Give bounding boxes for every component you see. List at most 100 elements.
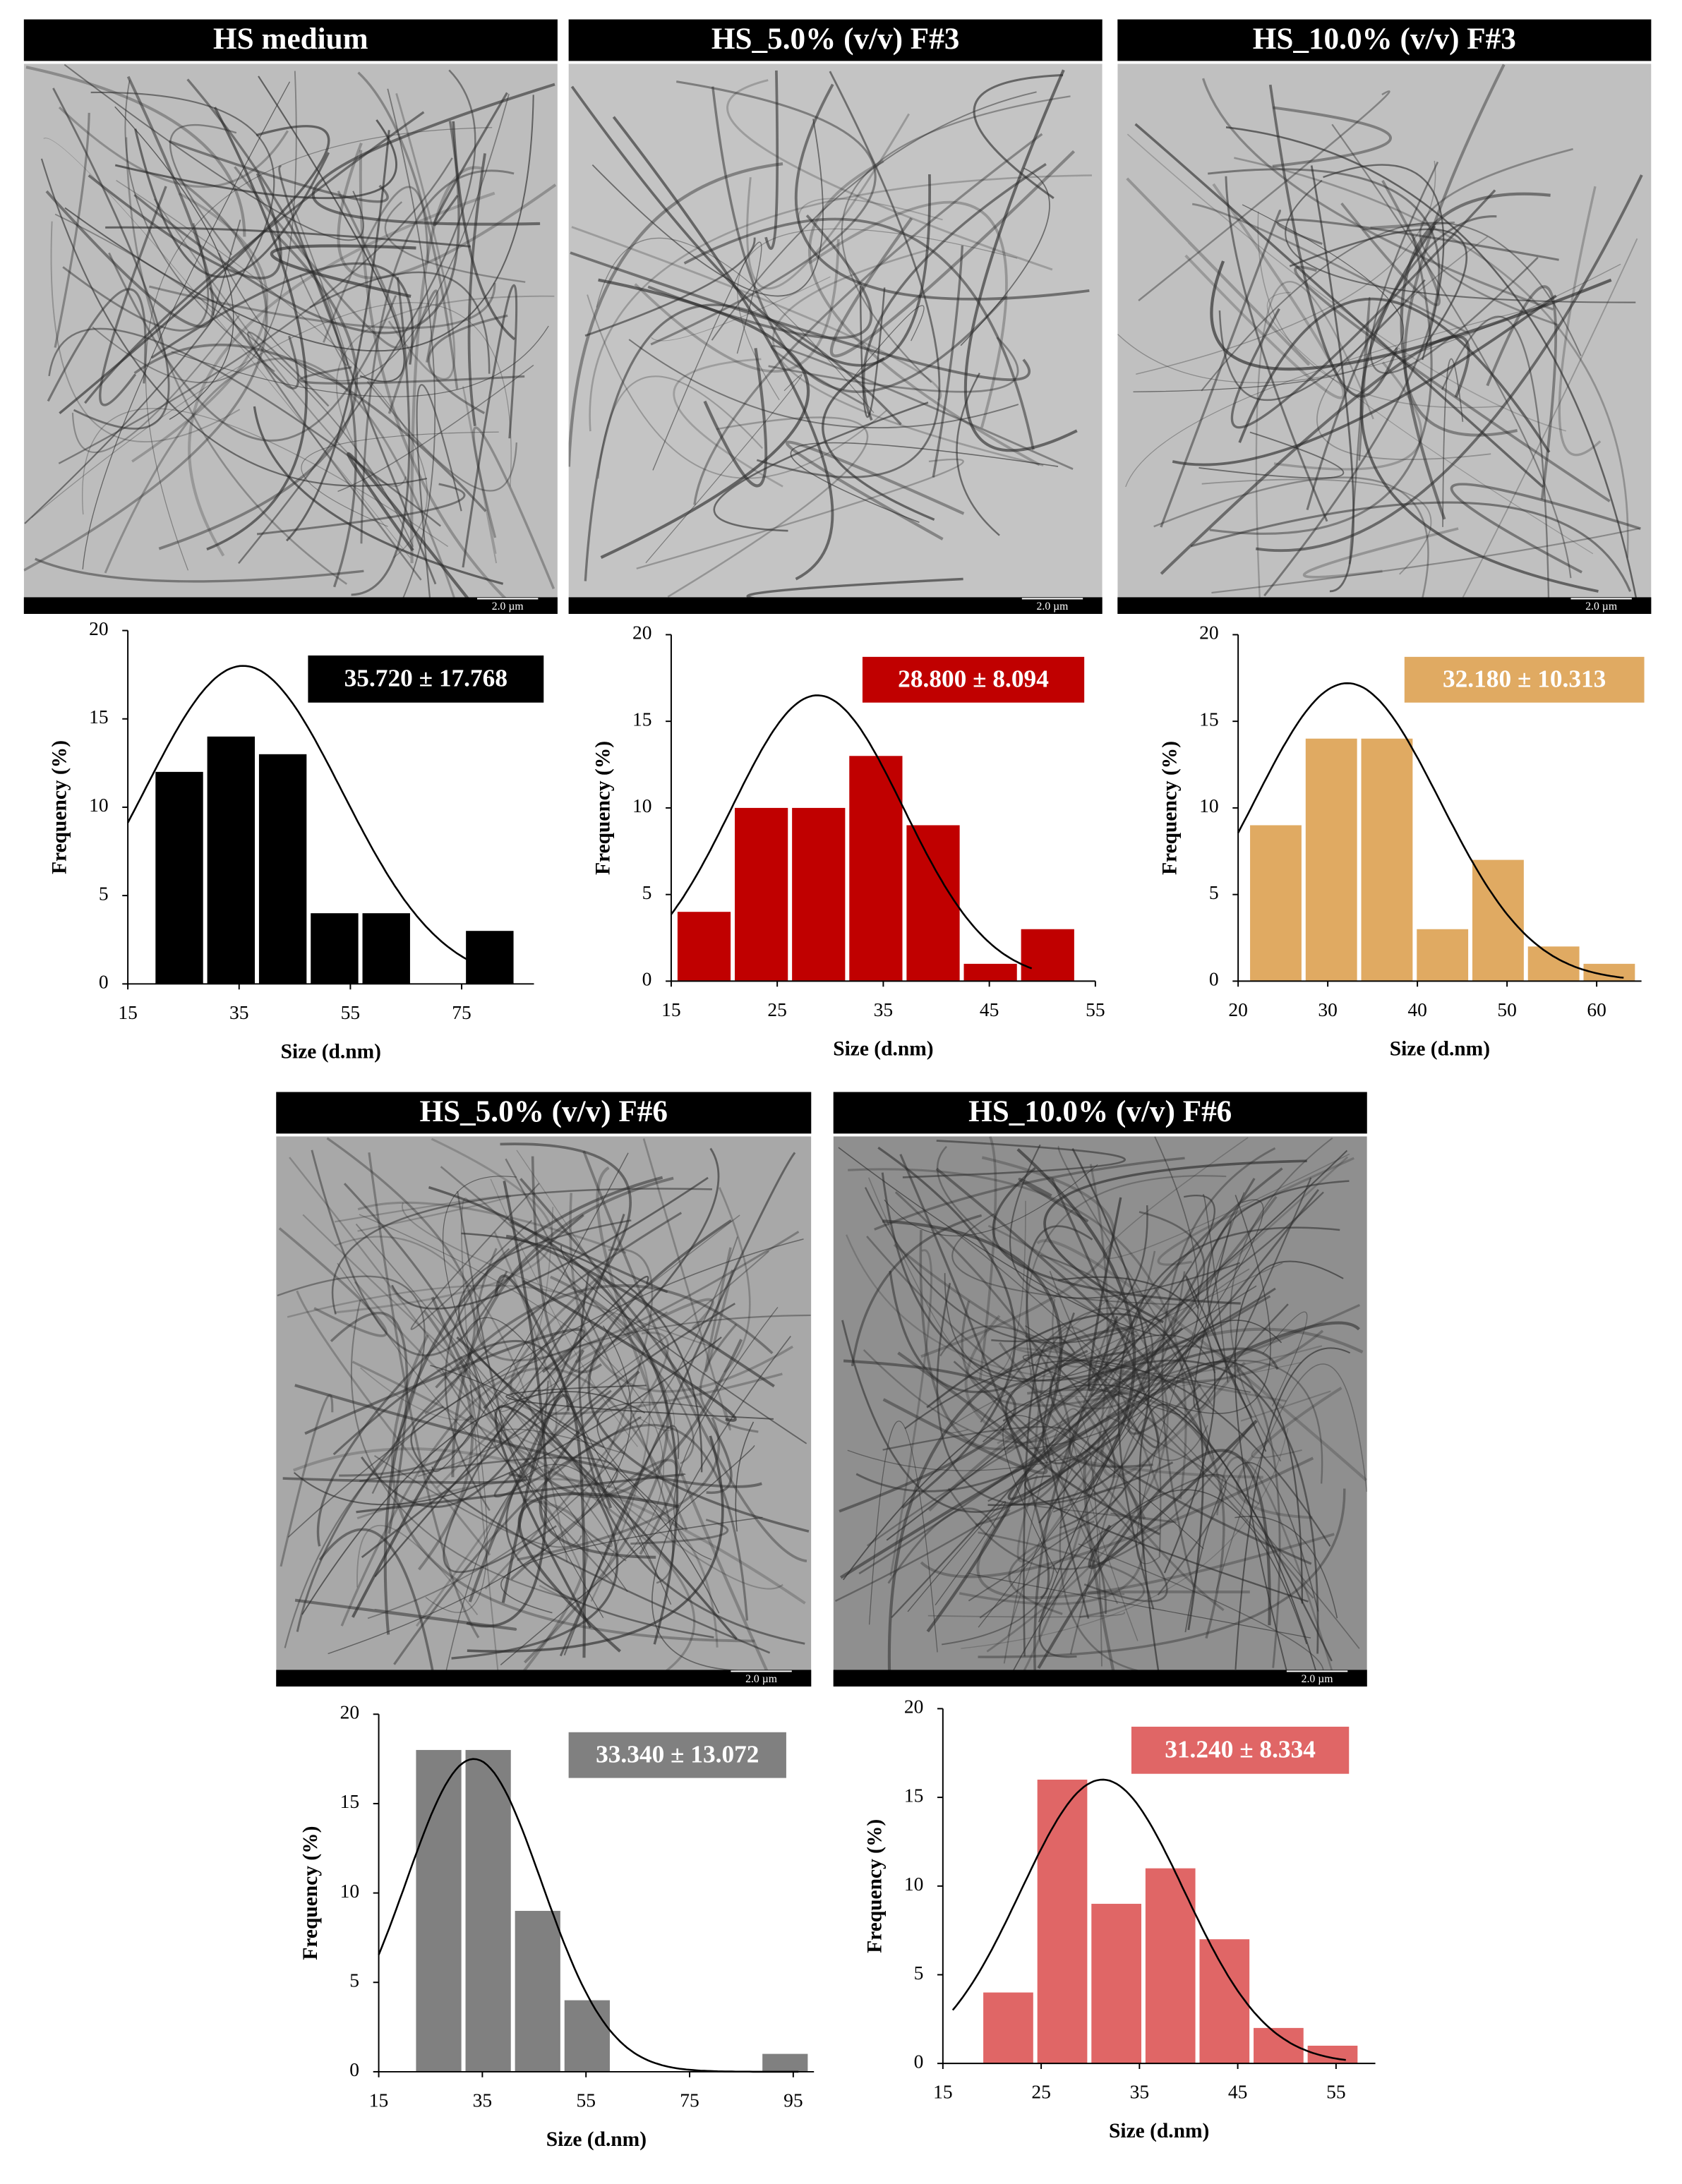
fiber: [361, 1147, 720, 1559]
y-axis-label: Frequency (%): [1159, 741, 1182, 875]
fiber: [987, 1148, 1151, 1507]
x-tick-label: 15: [933, 2082, 952, 2103]
bar: [1037, 1779, 1088, 2064]
fiber: [961, 1301, 1361, 1407]
fiber: [628, 339, 1019, 429]
fiber: [31, 302, 512, 519]
fiber: [1008, 1520, 1095, 1615]
fiber: [1225, 126, 1639, 605]
fiber: [256, 483, 466, 536]
fiber: [444, 1248, 510, 1512]
fiber: [968, 1487, 1125, 1602]
fiber: [785, 440, 965, 541]
x-tick-label: 50: [1497, 999, 1516, 1020]
x-tick-label: 35: [473, 2089, 492, 2111]
scale-strip: [23, 597, 558, 614]
fiber: [1033, 1505, 1177, 1524]
y-tick-label: 15: [632, 708, 651, 730]
fiber: [991, 1205, 1148, 1343]
panel-title: HS_5.0% (v/v) F#3: [711, 23, 960, 56]
fiber: [334, 1236, 568, 1562]
y-tick-label: 0: [642, 969, 652, 990]
fiber: [979, 1473, 1227, 1619]
bar: [466, 931, 514, 984]
fiber: [516, 1150, 675, 1431]
fiber: [1019, 1164, 1109, 1679]
bar: [416, 1749, 462, 2072]
fiber: [1362, 222, 1455, 231]
bar: [311, 913, 359, 984]
y-tick-label: 20: [89, 618, 108, 639]
fiber: [293, 1337, 722, 1506]
fiber: [1005, 1489, 1308, 1686]
fiber: [1310, 165, 1355, 593]
fiber: [1025, 1175, 1227, 1605]
fiber: [150, 262, 414, 365]
x-tick-label: 45: [1228, 2082, 1247, 2103]
fiber: [301, 1391, 646, 1615]
y-tick-label: 5: [349, 1970, 359, 1991]
scale-strip: [833, 1670, 1367, 1687]
fiber: [960, 167, 1050, 346]
fiber: [23, 179, 268, 572]
fiber: [961, 1428, 1289, 1649]
fiber: [425, 1384, 488, 1613]
fiber: [359, 1214, 664, 1580]
fiber: [956, 373, 1000, 536]
fiber: [978, 1488, 1346, 1658]
fiber: [131, 192, 269, 463]
fiber: [807, 200, 1008, 428]
fiber: [490, 1178, 638, 1447]
bar: [1305, 738, 1357, 982]
fiber: [316, 1214, 584, 1547]
fiber: [1023, 1336, 1076, 1657]
fiber: [841, 95, 1071, 383]
annotation: 33.340 ± 13.072: [596, 1740, 759, 1768]
x-tick-label: 75: [452, 1002, 471, 1023]
fit-curve: [1237, 682, 1624, 979]
fiber: [978, 1531, 1145, 1618]
fiber: [467, 1435, 724, 1653]
bar: [1472, 859, 1524, 982]
fiber: [415, 1341, 602, 1627]
fiber: [1126, 177, 1310, 366]
fiber: [340, 1367, 688, 1627]
fiber: [388, 92, 456, 380]
bar: [1091, 1903, 1141, 2064]
fiber: [337, 143, 557, 279]
tem-image: [1117, 64, 1652, 614]
fiber: [1138, 90, 1390, 302]
fiber: [946, 1262, 1283, 1434]
fiber: [951, 1213, 1183, 1305]
fiber: [693, 133, 1043, 505]
fiber: [539, 1370, 656, 1559]
fiber: [1025, 1195, 1271, 1414]
fiber: [1036, 1239, 1367, 1482]
fiber: [1058, 1276, 1216, 1574]
fiber: [1294, 265, 1611, 502]
fiber: [1257, 211, 1503, 409]
fiber: [864, 1187, 1324, 1344]
bar: [1021, 929, 1074, 982]
fiber: [462, 284, 518, 568]
fiber: [410, 1183, 540, 1330]
y-axis-label: Frequency (%): [299, 1826, 322, 1960]
fiber: [764, 70, 779, 251]
fiber: [936, 1145, 1138, 1337]
fiber: [642, 1138, 731, 1431]
fiber: [186, 78, 357, 588]
fiber: [440, 1166, 695, 1465]
fiber: [1029, 1291, 1302, 1397]
fiber: [391, 1176, 709, 1310]
x-tick-label: 30: [1318, 999, 1337, 1020]
fiber: [1331, 123, 1572, 579]
bar: [258, 754, 307, 984]
fiber: [393, 1423, 749, 1665]
fiber: [935, 1167, 1211, 1454]
fiber: [998, 1341, 1225, 1612]
fiber: [1057, 1145, 1213, 1407]
scale-strip: [276, 1670, 812, 1687]
fiber: [1199, 431, 1345, 479]
fiber: [43, 138, 411, 558]
